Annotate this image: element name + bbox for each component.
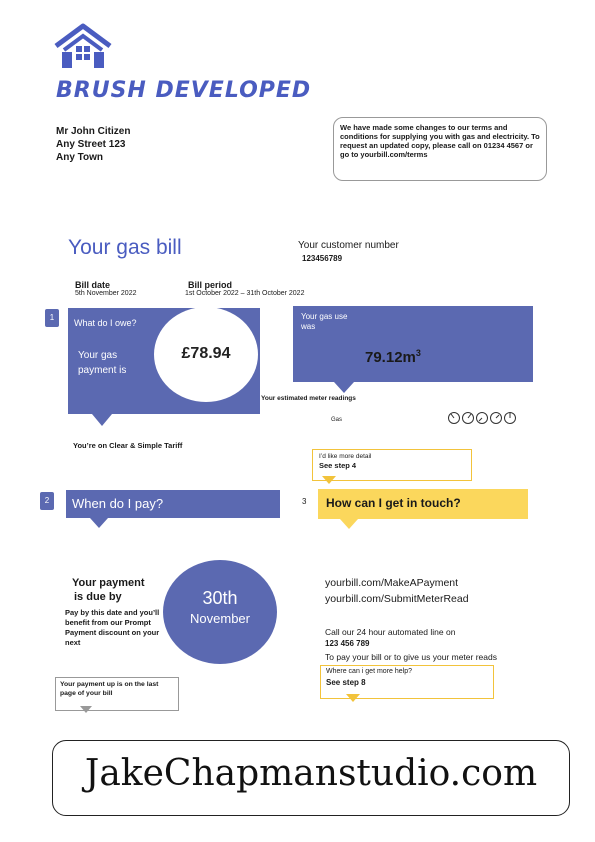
see-step-8: See step 8 <box>326 678 366 687</box>
payment-note-box: Your payment up is on the last page of y… <box>55 677 179 711</box>
pointer-arrow <box>346 694 360 702</box>
meter-dials-icon <box>447 411 519 430</box>
house-logo-icon <box>52 22 114 74</box>
due-title-line: is due by <box>74 591 122 603</box>
gas-usage-panel: Your gas use was 79.12m3 <box>293 306 533 382</box>
pointer-arrow <box>80 706 92 713</box>
pointer-arrow <box>334 382 354 393</box>
section-number-badge: 2 <box>40 492 54 510</box>
customer-number-label: Your customer number <box>298 240 399 251</box>
address-line: Mr John Citizen <box>56 126 131 137</box>
tariff-text: You’re on Clear & Simple Tariff <box>73 441 183 450</box>
customer-number: 123456789 <box>302 254 343 263</box>
brand-name: BRUSH DEVELOPED <box>56 78 312 103</box>
contact-header: How can I get in touch? <box>318 489 528 519</box>
pointer-arrow <box>340 519 358 529</box>
terms-notice: We have made some changes to our terms a… <box>333 117 547 181</box>
more-help-callout[interactable]: Where can i get more help? See step 8 <box>320 665 494 699</box>
bill-period-label: Bill period <box>188 280 233 290</box>
usage-unit-sup: 3 <box>415 348 421 358</box>
usage-label: Your gas use was <box>301 312 348 331</box>
pointer-arrow <box>90 518 108 528</box>
section-number-badge: 1 <box>45 309 59 327</box>
contact-title: How can I get in touch? <box>326 496 461 510</box>
phone-number: 123 456 789 <box>325 639 370 648</box>
bill-date-label: Bill date <box>75 280 111 290</box>
due-title: Your payment is due by <box>72 576 145 604</box>
bill-period-value: 1st October 2022 – 31th October 2022 <box>185 290 305 297</box>
address-line: Any Town <box>56 152 104 163</box>
submit-meter-link[interactable]: yourbill.com/SubmitMeterRead <box>325 593 469 605</box>
page-title: Your gas bill <box>68 236 182 259</box>
watermark-box: JakeChapmanstudio.com <box>52 740 570 816</box>
due-note: Pay by this date and you’ll benefit from… <box>65 608 160 647</box>
customer-address: Mr John Citizen Any Street 123 Any Town <box>56 125 130 164</box>
section-number-badge: 3 <box>302 497 307 506</box>
owe-question: What do I owe? <box>74 318 137 328</box>
when-pay-title: When do I pay? <box>72 496 164 511</box>
call-text: Call our 24 hour automated line on <box>325 627 456 637</box>
more-help-text: Where can i get more help? <box>326 668 412 675</box>
payment-label: Your gas payment is <box>78 350 127 376</box>
due-month: November <box>190 611 250 626</box>
make-payment-link[interactable]: yourbill.com/MakeAPayment <box>325 577 459 589</box>
see-step-4: See step 4 <box>319 461 357 470</box>
due-title-line: Your payment <box>72 577 145 589</box>
usage-amount: 79.12m <box>365 349 416 366</box>
amount-circle <box>154 307 258 402</box>
when-pay-header: When do I pay? <box>66 490 280 518</box>
watermark-text: JakeChapmanstudio.com <box>84 753 538 794</box>
amount-due: £78.94 <box>181 345 231 362</box>
bill-date-value: 5th November 2022 <box>75 290 137 297</box>
address-line: Any Street 123 <box>56 139 126 150</box>
more-detail-text: I’d like more detail <box>319 453 372 460</box>
terms-notice-text: We have made some changes to our terms a… <box>340 123 540 159</box>
meter-label: Gas <box>331 417 343 423</box>
payment-note-text: Your payment up is on the last page of y… <box>60 681 159 697</box>
pointer-arrow <box>92 414 112 426</box>
estimated-readings-label: Your estimated meter readings <box>261 395 356 402</box>
due-day: 30th <box>202 588 238 608</box>
pointer-arrow <box>322 476 336 484</box>
reads-text: To pay your bill or to give us your mete… <box>325 652 497 662</box>
more-detail-callout[interactable]: I’d like more detail See step 4 <box>312 449 472 481</box>
usage-value: 79.12m3 <box>365 348 421 366</box>
due-date-circle: 30th November <box>163 560 277 664</box>
